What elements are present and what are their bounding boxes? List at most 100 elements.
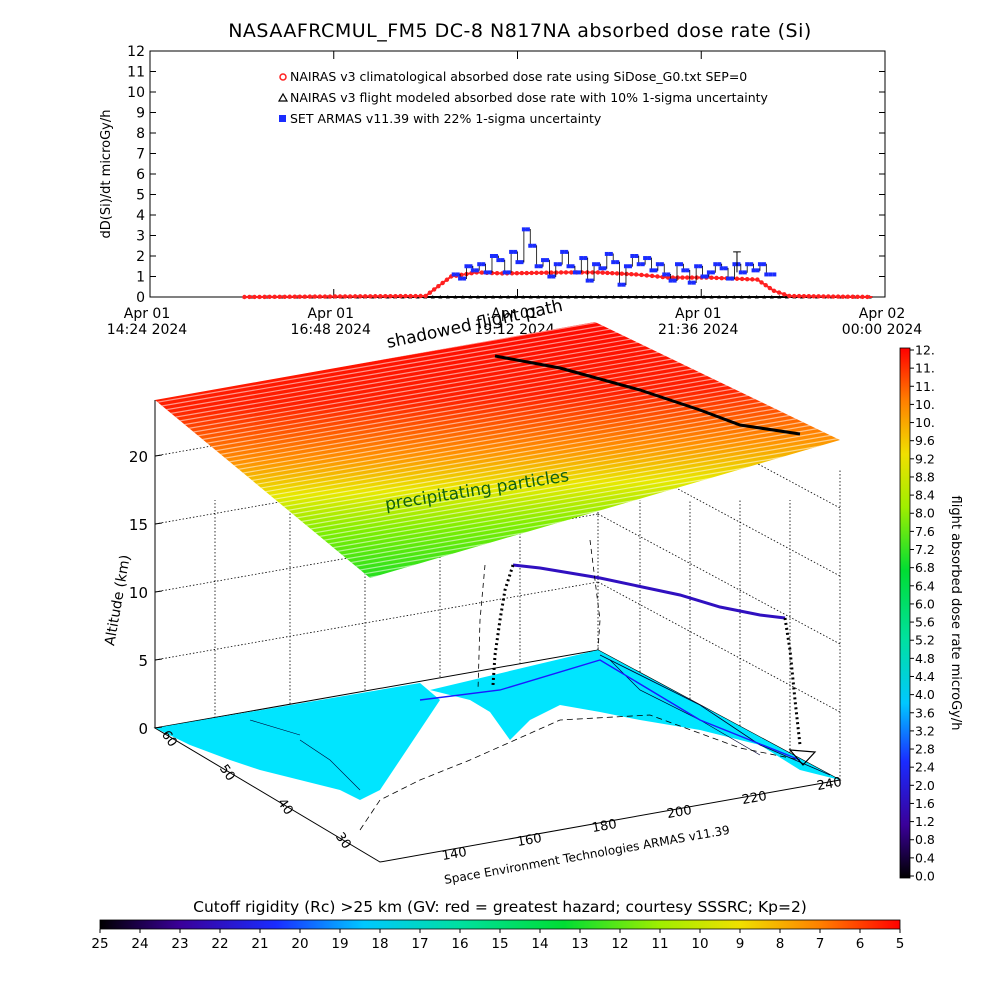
series-armas-point xyxy=(468,264,473,269)
series-nairas-flight-point xyxy=(747,295,752,299)
series-nairas-clim-point xyxy=(423,293,428,299)
series-nairas-clim-point xyxy=(427,290,433,295)
dose-colorbar-tick-label: 3.6 xyxy=(915,705,935,720)
series-nairas-clim-point xyxy=(373,294,378,299)
series-nairas-flight-point xyxy=(596,295,601,299)
series-nairas-clim-point xyxy=(262,294,267,300)
longitude-tick-label: 140 xyxy=(441,845,468,864)
series-nairas-clim-point xyxy=(277,294,282,300)
series-armas-point xyxy=(579,256,584,261)
sheet-stripe xyxy=(155,390,840,513)
series-nairas-clim-point xyxy=(544,270,549,275)
series-nairas-clim-point xyxy=(709,275,714,280)
series-nairas-flight-point xyxy=(769,295,774,299)
series-armas-point xyxy=(755,268,760,273)
series-nairas-flight-point xyxy=(694,295,699,299)
series-armas-point xyxy=(560,249,565,254)
dose-colorbar-tick-label: 9.6 xyxy=(915,433,935,448)
altitude-tick-mark xyxy=(154,522,163,525)
y-tick-label: 2 xyxy=(136,249,145,265)
series-nairas-clim-point xyxy=(257,294,262,300)
y-tick-label: 1 xyxy=(136,270,145,286)
series-nairas-flight-point xyxy=(536,295,541,299)
dose-colorbar-tick-label: 1.2 xyxy=(915,814,935,829)
series-armas-point xyxy=(547,274,552,279)
series-armas-point xyxy=(564,249,569,254)
rc-colorbar-tick-label: 22 xyxy=(211,936,228,952)
series-nairas-flight-point xyxy=(664,295,669,299)
rc-colorbar-tick-label: 20 xyxy=(291,936,308,952)
rc-colorbar-tick-label: 19 xyxy=(331,936,348,952)
series-armas-point xyxy=(502,270,507,275)
altitude-tick-label: 10 xyxy=(129,584,148,602)
y-tick-label: 12 xyxy=(127,44,145,60)
x-tick-label-time: 14:24 2024 xyxy=(107,322,188,338)
rc-colorbar-tick-label: 18 xyxy=(371,936,388,952)
rc-colorbar-tick-label: 13 xyxy=(571,936,588,952)
series-nairas-clim-point xyxy=(806,294,812,299)
series-nairas-clim-point xyxy=(327,294,333,299)
series-armas-point xyxy=(506,270,511,275)
altitude-tick-label: 0 xyxy=(138,720,148,738)
sheet-stripe xyxy=(155,377,840,499)
series-nairas-flight-point xyxy=(709,295,714,299)
series-nairas-flight-point xyxy=(558,295,563,299)
series-nairas-flight-point xyxy=(641,295,646,299)
dose-colorbar-tick-label: 0.8 xyxy=(915,832,935,847)
rc-colorbar-tick-label: 16 xyxy=(451,936,468,952)
series-armas-point xyxy=(685,268,690,273)
series-armas-point xyxy=(662,272,667,277)
dose-colorbar-tick-label: 8.8 xyxy=(915,469,935,484)
series-armas-point xyxy=(713,262,718,267)
legend: NAIRAS v3 climatological absorbed dose r… xyxy=(277,69,769,126)
sheet-stripe xyxy=(155,322,840,405)
x-tick-label-time: 16:48 2024 xyxy=(291,322,372,338)
series-nairas-clim-point xyxy=(272,294,277,300)
series-nairas-clim-point xyxy=(816,294,821,299)
dose-colorbar-tick-label: 10. xyxy=(915,397,935,412)
series-armas-point xyxy=(706,270,711,275)
series-nairas-flight-point xyxy=(453,295,458,299)
series-armas-point xyxy=(496,258,501,263)
series-armas-connector xyxy=(453,228,767,286)
series-nairas-clim-point xyxy=(539,270,544,275)
legend-label: SET ARMAS v11.39 with 22% 1-sigma uncert… xyxy=(290,111,602,126)
series-armas-point xyxy=(608,251,613,256)
series-armas-point xyxy=(653,268,658,273)
rc-colorbar-tick-label: 14 xyxy=(531,936,548,952)
series-nairas-flight-point xyxy=(475,295,480,299)
y-tick-label: 5 xyxy=(136,188,145,204)
series-nairas-flight-point xyxy=(551,295,556,299)
series-nairas-clim-point xyxy=(850,294,855,299)
series-nairas-flight-point xyxy=(754,295,759,299)
series-armas-point xyxy=(640,262,645,267)
series-nairas-clim-point xyxy=(776,290,782,295)
series-armas-point xyxy=(615,260,620,265)
series-armas-point xyxy=(630,254,635,258)
series-nairas-clim-point xyxy=(767,285,773,291)
series-nairas-flight-point xyxy=(634,295,639,299)
series-nairas-clim-point xyxy=(242,294,247,300)
longitude-tick-label: 200 xyxy=(666,803,693,822)
series-armas-point xyxy=(621,282,626,287)
series-armas-point xyxy=(687,280,692,285)
series-armas-point xyxy=(541,258,546,263)
series-armas-point xyxy=(719,266,724,271)
rc-colorbar-tick-label: 11 xyxy=(651,936,668,952)
series-armas-point xyxy=(566,264,571,269)
series-armas-point xyxy=(643,256,648,261)
y-axis-label: dD(Si)/dt microGy/h xyxy=(99,110,114,239)
series-nairas-clim-point xyxy=(558,270,564,275)
series-armas-point xyxy=(576,270,581,275)
y-tick-label: 3 xyxy=(136,229,145,245)
series-nairas-clim-point xyxy=(368,294,373,299)
series-armas-point xyxy=(700,274,705,279)
rc-colorbar-tick-label: 10 xyxy=(691,936,708,952)
series-armas-point xyxy=(627,264,632,269)
series-armas-point xyxy=(751,268,756,273)
series-armas-point xyxy=(738,270,743,275)
series-armas-point xyxy=(470,268,475,273)
series-nairas-clim-point xyxy=(332,294,338,299)
series-nairas-flight-point xyxy=(649,295,654,299)
series-nairas-flight-point xyxy=(438,295,443,299)
